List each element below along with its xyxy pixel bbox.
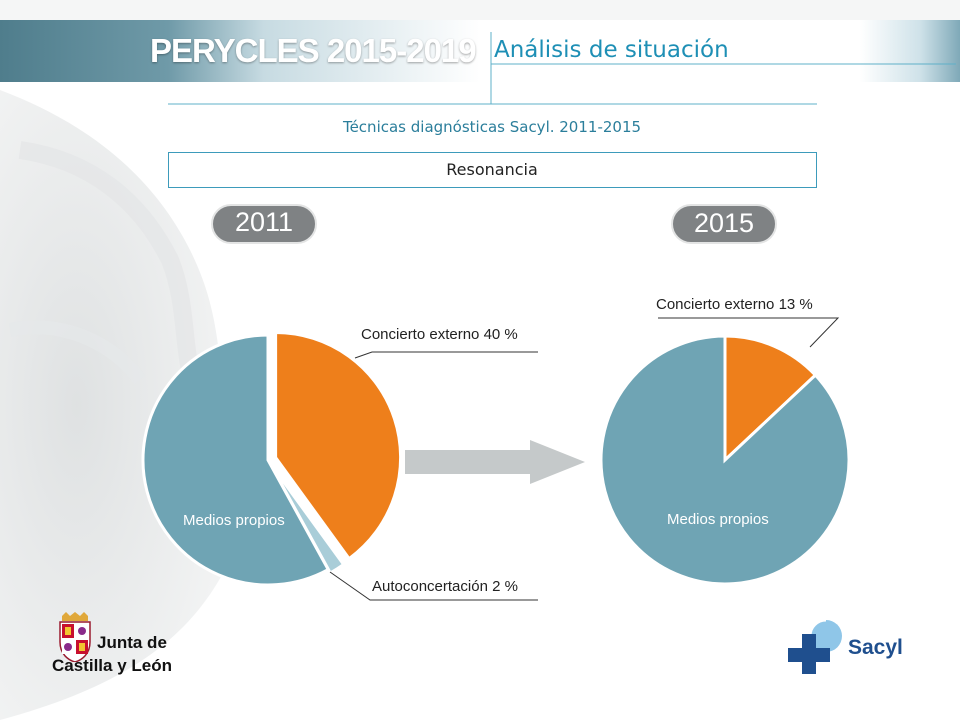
technique-label: Resonancia (446, 160, 538, 179)
label-2015-medios: Medios propios (667, 511, 769, 528)
pie-2011-slice-1 (268, 462, 346, 575)
label-2011-autoconcertacion: Autoconcertación 2 % (372, 578, 518, 595)
pie-2011-slice-0 (274, 331, 403, 561)
year-badge-2011: 2011 (234, 207, 294, 237)
label-2011-concierto: Concierto externo 40 % (361, 326, 518, 343)
label-2011-medios: Medios propios (183, 512, 285, 529)
pie-2015-leader-0 (658, 317, 840, 348)
sacyl-logo-icon (788, 618, 842, 674)
junta-logo-line2: Castilla y León (52, 656, 172, 675)
sacyl-logo-text: Sacyl (848, 636, 903, 659)
label-2015-concierto: Concierto externo 13 % (656, 296, 813, 313)
slide-subtitle: Técnicas diagnósticas Sacyl. 2011-2015 (342, 118, 642, 136)
section-title: Análisis de situación (494, 37, 729, 63)
castilla-leon-crest-icon (59, 612, 91, 662)
year-badge-2015: 2015 (693, 208, 755, 238)
pie-2011-leader-0 (354, 351, 538, 359)
pie-2015-slice-0 (723, 334, 818, 464)
pie-2011-leader-1 (329, 571, 538, 601)
pie-2011-slice-2 (141, 333, 331, 587)
pie-2015-slice-1 (599, 334, 851, 586)
brand-title: PERYCLES 2015-2019 (150, 32, 477, 69)
junta-logo-line1: Junta de (97, 633, 167, 652)
